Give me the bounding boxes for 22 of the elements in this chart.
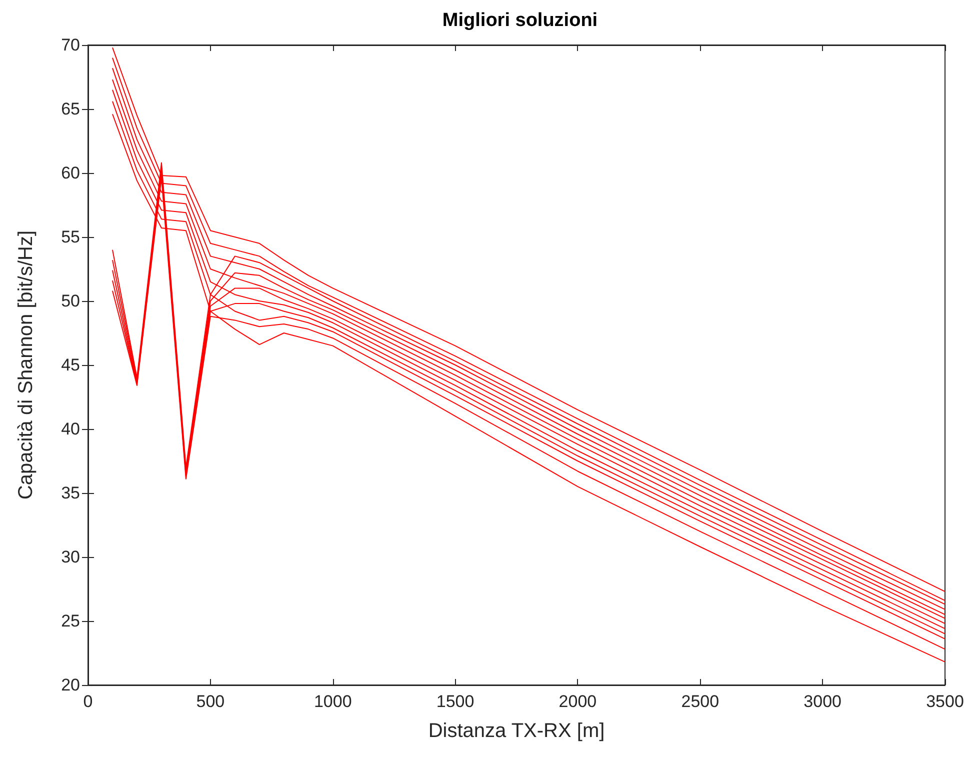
x-tick-label: 3000 [804, 692, 842, 711]
y-tick-label: 60 [61, 164, 80, 182]
x-tick-label: 1500 [436, 692, 474, 711]
y-tick-label: 25 [61, 612, 80, 630]
y-tick-label: 50 [61, 292, 80, 310]
y-tick-label: 55 [61, 228, 80, 246]
x-tick-label: 2500 [681, 692, 720, 711]
y-axis-title: Capacità di Shannon [bit/s/Hz] [15, 230, 37, 500]
x-tick-label: 0 [83, 692, 93, 711]
chart-title: Migliori soluzioni [442, 10, 598, 31]
y-tick-label: 70 [61, 36, 80, 54]
x-tick-label: 500 [196, 692, 225, 711]
y-tick-label: 35 [61, 484, 80, 502]
y-tick-label: 40 [61, 420, 80, 438]
x-axis-title: Distanza TX-RX [m] [428, 720, 605, 742]
y-tick-label: 65 [61, 100, 80, 118]
x-tick-label: 3500 [926, 692, 964, 711]
x-tick-label: 1000 [314, 692, 352, 711]
x-tick-label: 2000 [558, 692, 597, 711]
y-tick-label: 30 [61, 548, 80, 566]
y-tick-label: 20 [61, 676, 80, 694]
y-tick-label: 45 [61, 356, 80, 374]
